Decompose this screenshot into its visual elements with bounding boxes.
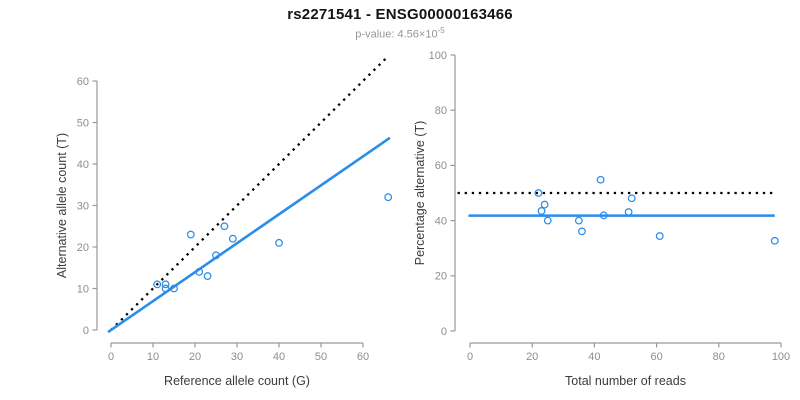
data-point [624, 208, 633, 216]
y-tick-label: 80 [435, 105, 447, 117]
data-point [161, 284, 170, 293]
data-point [212, 251, 220, 260]
percentage-plot-xlabel: Total number of reads [565, 374, 686, 388]
data-point [195, 267, 204, 276]
y-tick-label: 40 [77, 159, 89, 171]
data-point [186, 230, 195, 239]
y-tick-label: 20 [77, 242, 89, 254]
x-tick-label: 30 [231, 351, 243, 363]
x-tick-label: 0 [467, 351, 473, 363]
x-tick-label: 60 [357, 351, 369, 363]
data-point [220, 222, 229, 231]
identity-line [110, 55, 390, 331]
data-point [275, 238, 283, 247]
y-tick-label: 100 [429, 50, 447, 62]
y-tick-label: 50 [77, 117, 89, 129]
y-tick-label: 20 [435, 271, 447, 283]
data-point [574, 216, 583, 225]
y-tick-label: 60 [77, 76, 89, 88]
data-point [384, 193, 393, 202]
data-point [540, 200, 549, 209]
pvalue-exponent: -5 [437, 26, 445, 35]
x-tick-label: 10 [147, 351, 159, 363]
data-point [161, 280, 170, 289]
data-point [578, 227, 586, 236]
x-tick-label: 40 [588, 351, 600, 363]
y-tick-label: 0 [441, 326, 447, 338]
y-tick-label: 60 [435, 160, 447, 172]
x-tick-label: 50 [315, 351, 327, 363]
percentage-plot-ylabel: Percentage alternative (T) [413, 121, 427, 266]
data-point [534, 189, 543, 197]
data-point [170, 284, 178, 293]
data-point [153, 280, 162, 289]
y-tick-label: 0 [83, 325, 89, 337]
data-point [627, 194, 636, 203]
y-tick-label: 30 [77, 200, 89, 212]
data-point [543, 216, 552, 225]
data-point [228, 234, 237, 243]
data-point [596, 175, 605, 184]
data-point [537, 207, 546, 215]
x-tick-label: 60 [650, 351, 662, 363]
regression-line [107, 136, 391, 334]
x-tick-label: 40 [273, 351, 285, 363]
data-point [655, 232, 664, 240]
allele-counts-plot-xlabel: Reference allele count (G) [164, 374, 310, 388]
data-point [770, 236, 779, 245]
x-tick-label: 20 [526, 351, 538, 363]
x-tick-label: 80 [713, 351, 725, 363]
data-point [599, 211, 608, 220]
x-tick-label: 100 [772, 351, 790, 363]
pvalue-text: p-value: 4.56×10 [355, 28, 438, 41]
y-tick-label: 10 [77, 283, 89, 295]
plot-title: rs2271541 - ENSG00000163466 [287, 6, 513, 23]
data-point [203, 272, 212, 280]
y-tick-label: 40 [435, 215, 447, 227]
allele-counts-plot-ylabel: Alternative allele count (T) [55, 133, 69, 278]
x-tick-label: 0 [108, 351, 114, 363]
plot-subtitle: p-value: 4.56×10-5 [0, 26, 800, 41]
x-tick-label: 20 [189, 351, 201, 363]
